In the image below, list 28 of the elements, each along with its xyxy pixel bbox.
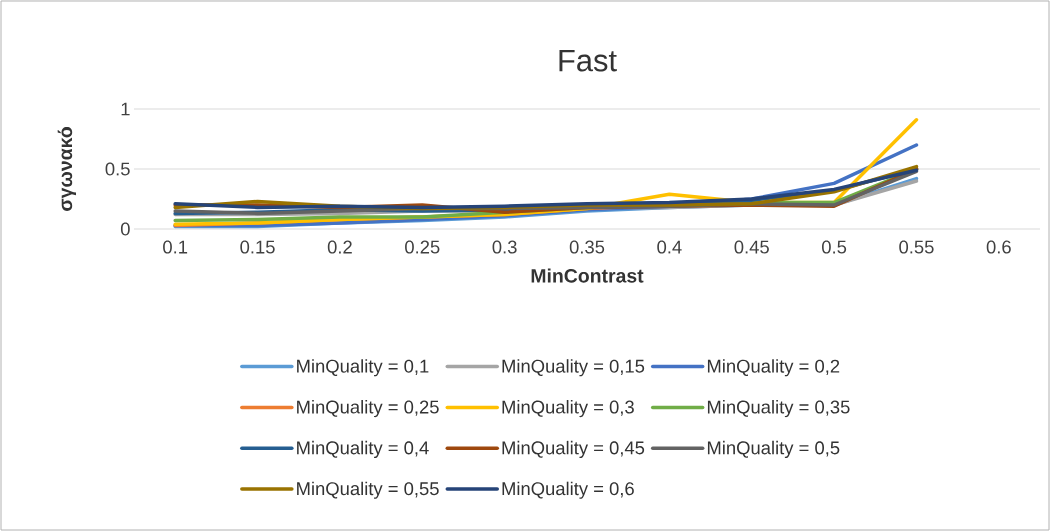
x-tick-label: 0.45: [734, 240, 769, 254]
y-axis-title: σγωνακό: [57, 127, 77, 211]
legend-label: MinQuality = 0,1: [297, 359, 429, 377]
legend-label: MinQuality = 0,3: [502, 400, 634, 418]
y-tick-label: 1: [121, 102, 130, 116]
x-tick-label: 0.25: [405, 240, 440, 254]
chart-title: Fast: [559, 49, 617, 72]
x-tick-label: 0.4: [657, 240, 682, 254]
legend-label: MinQuality = 0,6: [502, 481, 634, 499]
y-tick-label: 0.5: [105, 162, 130, 176]
x-tick-label: 0.6: [986, 240, 1011, 254]
x-tick-label: 0.1: [163, 240, 188, 254]
legend-label: MinQuality = 0,4: [297, 440, 429, 459]
legend-label: MinQuality = 0,2: [707, 359, 840, 377]
x-tick-label: 0.15: [240, 240, 275, 254]
legend-label: MinQuality = 0,15: [502, 359, 645, 377]
legend-label: MinQuality = 0,35: [707, 400, 850, 418]
x-tick-label: 0.5: [822, 240, 847, 254]
x-axis-title: MinContrast: [531, 268, 644, 283]
x-tick-label: 0.2: [327, 240, 352, 254]
legend-label: MinQuality = 0,5: [707, 440, 840, 459]
legend-label: MinQuality = 0,55: [297, 481, 439, 499]
legend-label: MinQuality = 0,25: [297, 400, 439, 418]
x-tick-label: 0.55: [899, 240, 934, 254]
y-tick-label: 0: [120, 222, 130, 236]
x-tick-label: 0.3: [492, 240, 517, 254]
legend-label: MinQuality = 0,45: [502, 440, 645, 459]
x-tick-label: 0.35: [569, 240, 605, 254]
